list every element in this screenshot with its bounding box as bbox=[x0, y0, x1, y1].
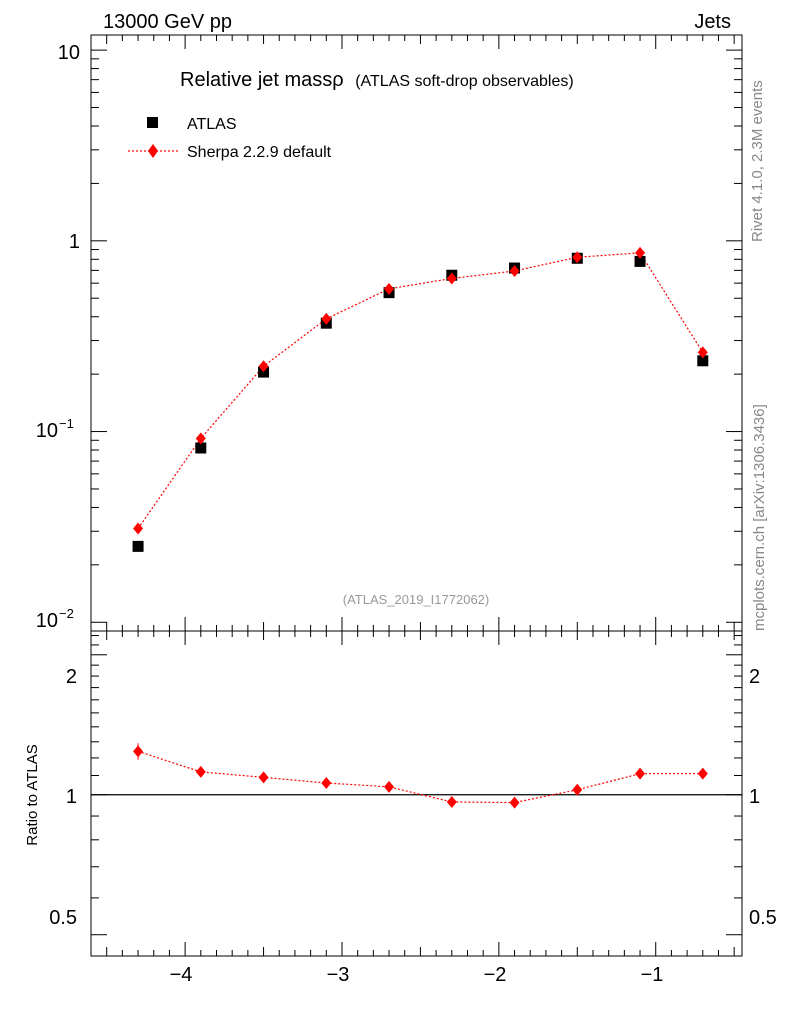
ratio-point bbox=[635, 767, 646, 780]
ratio-point bbox=[321, 776, 332, 789]
ratio-point bbox=[697, 767, 708, 780]
ratio-series-line bbox=[137, 750, 703, 804]
sherpa-mc-point bbox=[697, 346, 708, 359]
ratio-tick-label-1: 1 bbox=[66, 786, 77, 808]
ratio-tick-label-0.5-right: 0.5 bbox=[749, 907, 777, 929]
x-tick-label--2: −2 bbox=[484, 964, 507, 986]
sherpa-mc-point bbox=[572, 251, 583, 264]
ratio-plot-frame bbox=[90, 630, 743, 957]
legend-data-marker bbox=[147, 117, 158, 128]
mc-series-line bbox=[137, 252, 704, 529]
sherpa-mc-point bbox=[384, 282, 395, 295]
ratio-tick-label-1-right: 1 bbox=[749, 786, 760, 808]
plot-title-main: Relative jet massρ bbox=[180, 69, 344, 91]
legend-data-label: ATLAS bbox=[187, 116, 237, 133]
sherpa-mc-point bbox=[195, 432, 206, 445]
ratio-point bbox=[384, 780, 395, 793]
y-tick-label-0.1: 10 bbox=[36, 420, 58, 442]
sherpa-mc-point bbox=[509, 264, 520, 277]
analysis-id: (ATLAS_2019_I1772062) bbox=[343, 592, 489, 607]
legend: ATLAS Sherpa 2.2.9 default bbox=[128, 116, 332, 161]
ratio-tick-label-2: 2 bbox=[66, 666, 77, 688]
atlas-data-point bbox=[132, 540, 144, 552]
sherpa-mc-point bbox=[258, 360, 269, 373]
header-left: 13000 GeV pp bbox=[103, 11, 232, 33]
legend-mc-marker bbox=[148, 144, 158, 158]
header-right: Jets bbox=[694, 11, 731, 33]
y-tick-10-base: 10 bbox=[58, 42, 80, 64]
ratio-point bbox=[195, 765, 206, 778]
ratio-point bbox=[509, 796, 520, 809]
legend-mc-label: Sherpa 2.2.9 default bbox=[187, 144, 332, 161]
axis-ticks bbox=[90, 35, 742, 956]
y-tick-exp-0.01: −2 bbox=[59, 606, 74, 621]
plot-title: Relative jet massρ (ATLAS soft-drop obse… bbox=[180, 69, 574, 91]
y-tick-exp-0.1: −1 bbox=[59, 416, 74, 431]
sherpa-mc-point bbox=[446, 272, 457, 285]
atlas-data-point bbox=[195, 442, 207, 454]
atlas-data-point bbox=[697, 355, 709, 367]
y-tick-1-base: 1 bbox=[69, 231, 80, 253]
y-tick-0.01-base: 10 bbox=[36, 610, 58, 632]
x-tick-label--1: −1 bbox=[641, 964, 664, 986]
mcplots-label: mcplots.cern.ch [arXiv:1306.3436] bbox=[751, 404, 768, 631]
plot-title-subtitle: (ATLAS soft-drop observables) bbox=[355, 73, 573, 90]
ratio-point bbox=[258, 771, 269, 784]
y-tick-label-0.01: 10 bbox=[36, 610, 58, 632]
y-tick-label-1: 1 bbox=[69, 231, 80, 253]
x-tick-label--4: −4 bbox=[170, 964, 193, 986]
ratio-point bbox=[133, 745, 144, 758]
data-marks bbox=[91, 246, 742, 809]
ratio-point bbox=[572, 783, 583, 796]
sherpa-mc-point bbox=[133, 522, 144, 535]
ratio-ylabel: Ratio to ATLAS bbox=[24, 744, 41, 845]
rivet-version-label: Rivet 4.1.0, 2.3M events bbox=[749, 80, 766, 242]
sherpa-mc-point bbox=[635, 246, 646, 259]
ratio-tick-label-2-right: 2 bbox=[749, 666, 760, 688]
x-tick-label--3: −3 bbox=[327, 964, 350, 986]
atlas-data-point bbox=[634, 255, 646, 267]
sherpa-mc-point bbox=[321, 312, 332, 325]
y-tick-0.1-base: 10 bbox=[36, 420, 58, 442]
y-tick-label-10: 10 bbox=[58, 42, 80, 64]
ratio-tick-label-0.5: 0.5 bbox=[49, 907, 77, 929]
ratio-point bbox=[446, 795, 457, 808]
